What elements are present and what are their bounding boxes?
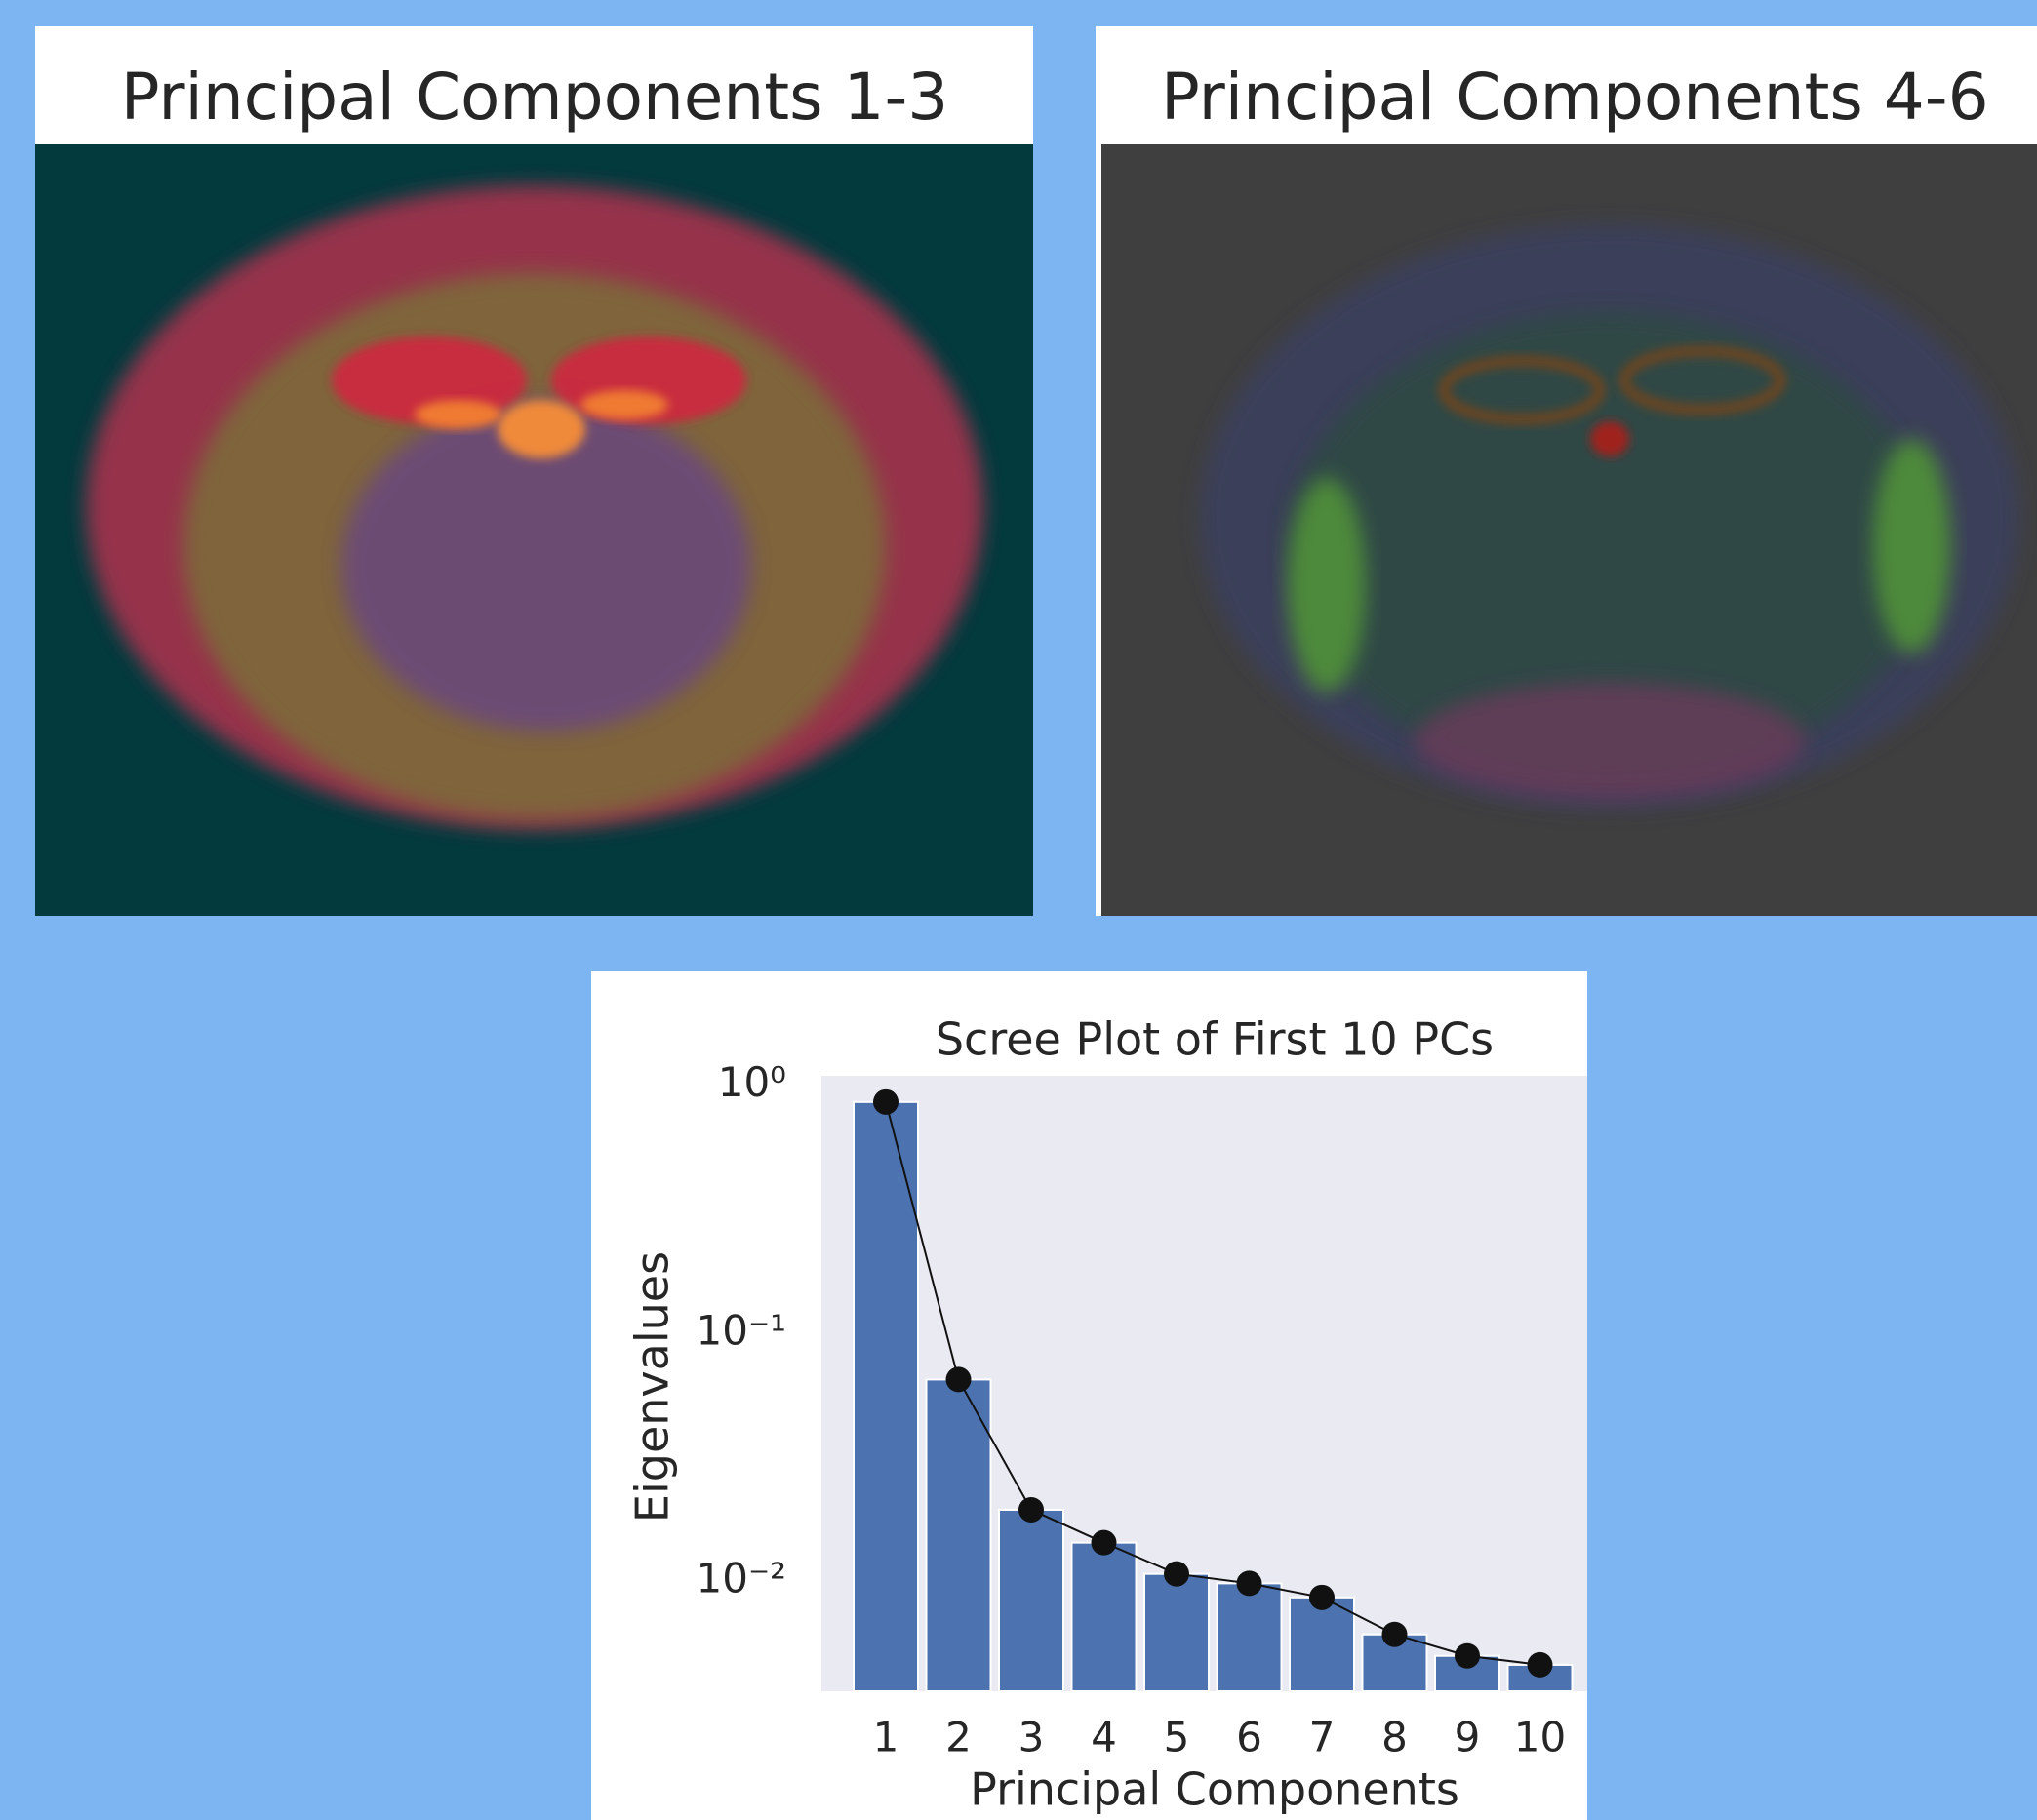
- bar: [1144, 1574, 1209, 1691]
- y-tick-label: 10⁰: [718, 1058, 786, 1106]
- bar: [1072, 1543, 1137, 1691]
- bar: [1218, 1583, 1282, 1691]
- marker: [1164, 1562, 1189, 1587]
- y-tick-label: 10⁻²: [697, 1555, 786, 1602]
- x-tick-label: 4: [1091, 1714, 1117, 1761]
- marker: [1382, 1622, 1408, 1647]
- panel-title: Principal Components 1-3: [121, 59, 949, 135]
- x-tick-label: 2: [945, 1714, 972, 1761]
- panel-title: Principal Components 4-6: [1161, 59, 1989, 135]
- x-tick-label: 8: [1381, 1714, 1408, 1761]
- marker: [1092, 1530, 1117, 1556]
- bar: [999, 1510, 1063, 1691]
- marker: [1018, 1497, 1044, 1523]
- x-tick-label: 6: [1236, 1714, 1262, 1761]
- y-tick-label: 10⁻¹: [697, 1306, 786, 1354]
- page: Principal Components 1-3 Principal Compo…: [0, 0, 2037, 1820]
- y-axis-label: Eigenvalues: [626, 1251, 679, 1523]
- brain-image: [86, 185, 983, 829]
- marker: [1455, 1643, 1480, 1669]
- marker: [873, 1089, 899, 1115]
- bar: [927, 1379, 991, 1691]
- bar: [1290, 1598, 1354, 1691]
- x-axis-label: Principal Components: [970, 1763, 1459, 1816]
- marker: [1528, 1652, 1553, 1678]
- x-tick-label: 10: [1514, 1714, 1566, 1761]
- chart-title: Scree Plot of First 10 PCs: [936, 1013, 1494, 1066]
- marker: [946, 1366, 972, 1392]
- x-tick-label: 5: [1164, 1714, 1190, 1761]
- x-tick-label: 9: [1455, 1714, 1481, 1761]
- marker: [1237, 1570, 1262, 1596]
- marker: [1309, 1585, 1335, 1610]
- x-tick-label: 7: [1309, 1714, 1336, 1761]
- x-tick-label: 1: [873, 1714, 899, 1761]
- brain-image: [1200, 224, 2019, 810]
- x-tick-label: 3: [1018, 1714, 1045, 1761]
